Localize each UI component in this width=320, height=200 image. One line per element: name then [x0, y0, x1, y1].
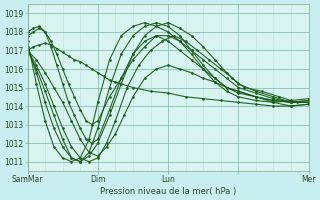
X-axis label: Pression niveau de la mer( hPa ): Pression niveau de la mer( hPa )	[100, 187, 236, 196]
